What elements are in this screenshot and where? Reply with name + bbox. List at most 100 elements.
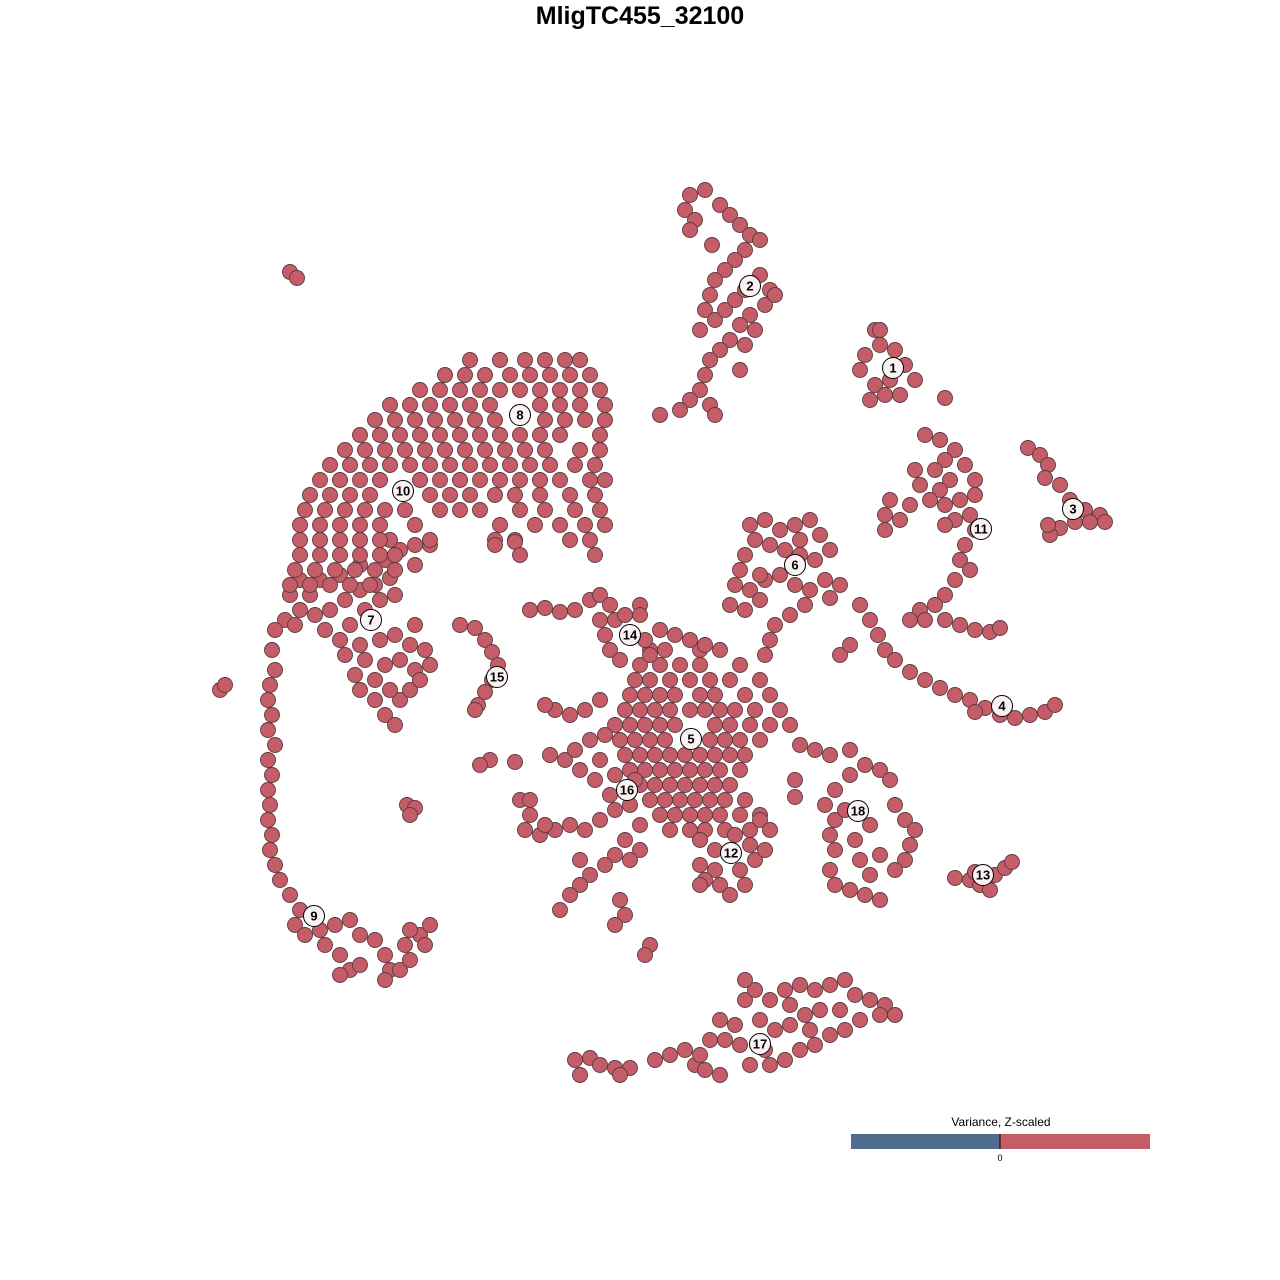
cell-point [777,542,793,558]
cluster-label-4: 4 [991,695,1013,717]
cell-point [592,752,608,768]
cell-point [597,517,613,533]
cell-point [897,812,913,828]
cell-point [612,892,628,908]
cell-point [407,412,423,428]
cell-point [402,922,418,938]
cell-point [707,777,723,793]
cell-point [312,472,328,488]
cell-point [532,472,548,488]
cell-point [372,632,388,648]
cell-point [462,487,478,503]
cell-point [722,747,738,763]
cell-point [617,832,633,848]
cell-point [692,322,708,338]
cell-point [937,497,953,513]
cell-point [712,197,728,213]
cell-point [572,352,588,368]
cell-point [477,632,493,648]
cluster-label-text: 14 [623,628,638,643]
cell-point [484,644,500,660]
cell-point [877,642,893,658]
cell-point [387,562,403,578]
cell-point [712,762,728,778]
cell-point [852,597,868,613]
cell-point [697,637,713,653]
cell-point [372,517,388,533]
cell-point [562,487,578,503]
cell-point [707,717,723,733]
cell-point [432,472,448,488]
cell-point [727,252,743,268]
cell-point [572,852,588,868]
cell-point [542,747,558,763]
cell-point [532,382,548,398]
cell-point [702,732,718,748]
cluster-label-badge [360,609,382,631]
cluster-label-badge [970,518,992,540]
cluster-label-text: 6 [791,558,798,573]
cell-point [897,852,913,868]
cell-point [762,1057,778,1073]
cell-point [332,947,348,963]
cell-point [792,1042,808,1058]
cell-point [607,767,623,783]
cell-point [777,1052,793,1068]
cell-point [377,657,393,673]
cell-point [542,367,558,383]
cell-point [307,607,323,623]
cell-point [722,332,738,348]
cell-point [842,767,858,783]
cell-point [287,562,303,578]
cell-point [672,792,688,808]
cell-point [557,412,573,428]
cell-point [602,787,618,803]
cell-point [742,717,758,733]
cell-point [872,762,888,778]
cluster-label-11: 11 [970,518,992,540]
cell-point [1047,697,1063,713]
cell-point [727,577,743,593]
cell-point [397,442,413,458]
cell-point [967,472,983,488]
cell-point [657,792,673,808]
cell-point [722,672,738,688]
cell-point [592,502,608,518]
cell-point [342,457,358,473]
cell-point [582,532,598,548]
cell-point [727,292,743,308]
cell-point [852,852,868,868]
cell-point [267,622,283,638]
cell-point [732,862,748,878]
cell-point [967,487,983,503]
cell-point [372,472,388,488]
cell-point [477,684,493,700]
cell-point [1022,707,1038,723]
cell-point [692,747,708,763]
cluster-label-text: 13 [976,868,990,883]
cell-point [652,717,668,733]
cell-point [632,817,648,833]
cell-point [947,442,963,458]
cell-point [312,532,328,548]
cell-point [807,742,823,758]
cell-point [597,727,613,743]
cell-point [732,562,748,578]
cell-point [562,367,578,383]
cell-point [927,462,943,478]
cell-point [737,337,753,353]
cell-point [282,577,298,593]
cell-point [262,677,278,693]
cell-point [652,687,668,703]
cell-point [742,582,758,598]
cell-point [382,682,398,698]
cell-point [697,1062,713,1078]
cell-point [742,517,758,533]
cell-point [592,442,608,458]
cell-point [857,757,873,773]
cell-point [597,397,613,413]
cell-point [522,792,538,808]
cell-point [667,627,683,643]
cell-point [662,822,678,838]
cell-point [267,857,283,873]
